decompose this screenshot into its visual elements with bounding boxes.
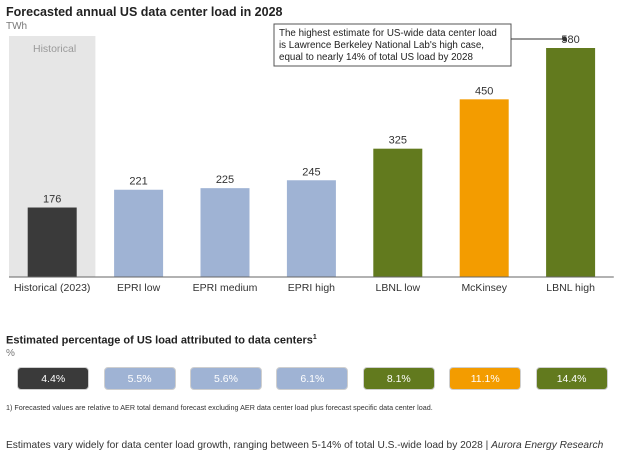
percentage-box-0: 4.4%	[17, 367, 90, 390]
annotation-line-2: equal to nearly 14% of total US load by …	[279, 52, 473, 63]
bar-value-label-5: 450	[475, 85, 493, 97]
annotation-leader-dot	[562, 36, 567, 42]
bar-value-label-4: 325	[389, 135, 407, 147]
bar-value-label-3: 245	[302, 166, 320, 178]
category-label-4: LBNL low	[376, 282, 421, 294]
category-label-2: EPRI medium	[193, 282, 258, 294]
chart-unit-label: TWh	[6, 21, 28, 32]
category-label-3: EPRI high	[288, 282, 335, 294]
percentage-title-text: Estimated percentage of US load attribut…	[6, 334, 313, 347]
percentage-box-5: 11.1%	[449, 367, 522, 390]
percentage-box-1: 5.5%	[103, 367, 176, 390]
percentage-box-4: 8.1%	[362, 367, 435, 390]
bar-value-label-1: 221	[129, 176, 147, 188]
percentage-section-title: Estimated percentage of US load attribut…	[6, 334, 317, 347]
bar-2	[200, 188, 250, 277]
annotation-box	[273, 23, 512, 67]
historical-band-label: Historical	[33, 43, 76, 55]
bar-3	[286, 180, 336, 277]
bar-5	[459, 99, 509, 278]
percentage-box-2: 5.6%	[190, 367, 262, 390]
bar-6	[546, 48, 596, 277]
percentage-box-6: 14.4%	[535, 367, 608, 390]
footnote-marker: 1	[312, 334, 317, 341]
percentage-unit-label: %	[6, 348, 15, 359]
footnote: 1) Forecasted values are relative to AER…	[6, 403, 433, 412]
bar-0	[27, 207, 77, 277]
percentage-row: 4.4% 5.5% 5.6% 6.1% 8.1% 11.1% 14.4%	[0, 367, 624, 390]
annotation-line-1: is Lawrence Berkeley National Lab's high…	[279, 40, 484, 51]
chart-title: Forecasted annual US data center load in…	[6, 5, 283, 19]
bar-value-label-6: 580	[561, 34, 579, 46]
bar-4	[373, 148, 423, 277]
bar-chart: Historical 176 Historical (2023) 221 EPRI lo…	[9, 23, 614, 294]
bar-1	[114, 189, 164, 277]
caption-source: Aurora Energy Research	[491, 440, 604, 451]
bar-value-label-2: 225	[216, 174, 234, 186]
category-label-5: McKinsey	[461, 282, 507, 294]
category-label-6: LBNL high	[546, 282, 595, 294]
percentage-box-3: 6.1%	[276, 367, 349, 390]
category-label-0: Historical (2023)	[14, 282, 90, 294]
caption-text: Estimates vary widely for data center lo…	[6, 440, 492, 451]
bar-value-label-0: 176	[43, 194, 61, 206]
category-label-1: EPRI low	[117, 282, 161, 294]
caption: Estimates vary widely for data center lo…	[6, 440, 603, 451]
annotation-line-0: The highest estimate for US-wide data ce…	[279, 28, 497, 39]
